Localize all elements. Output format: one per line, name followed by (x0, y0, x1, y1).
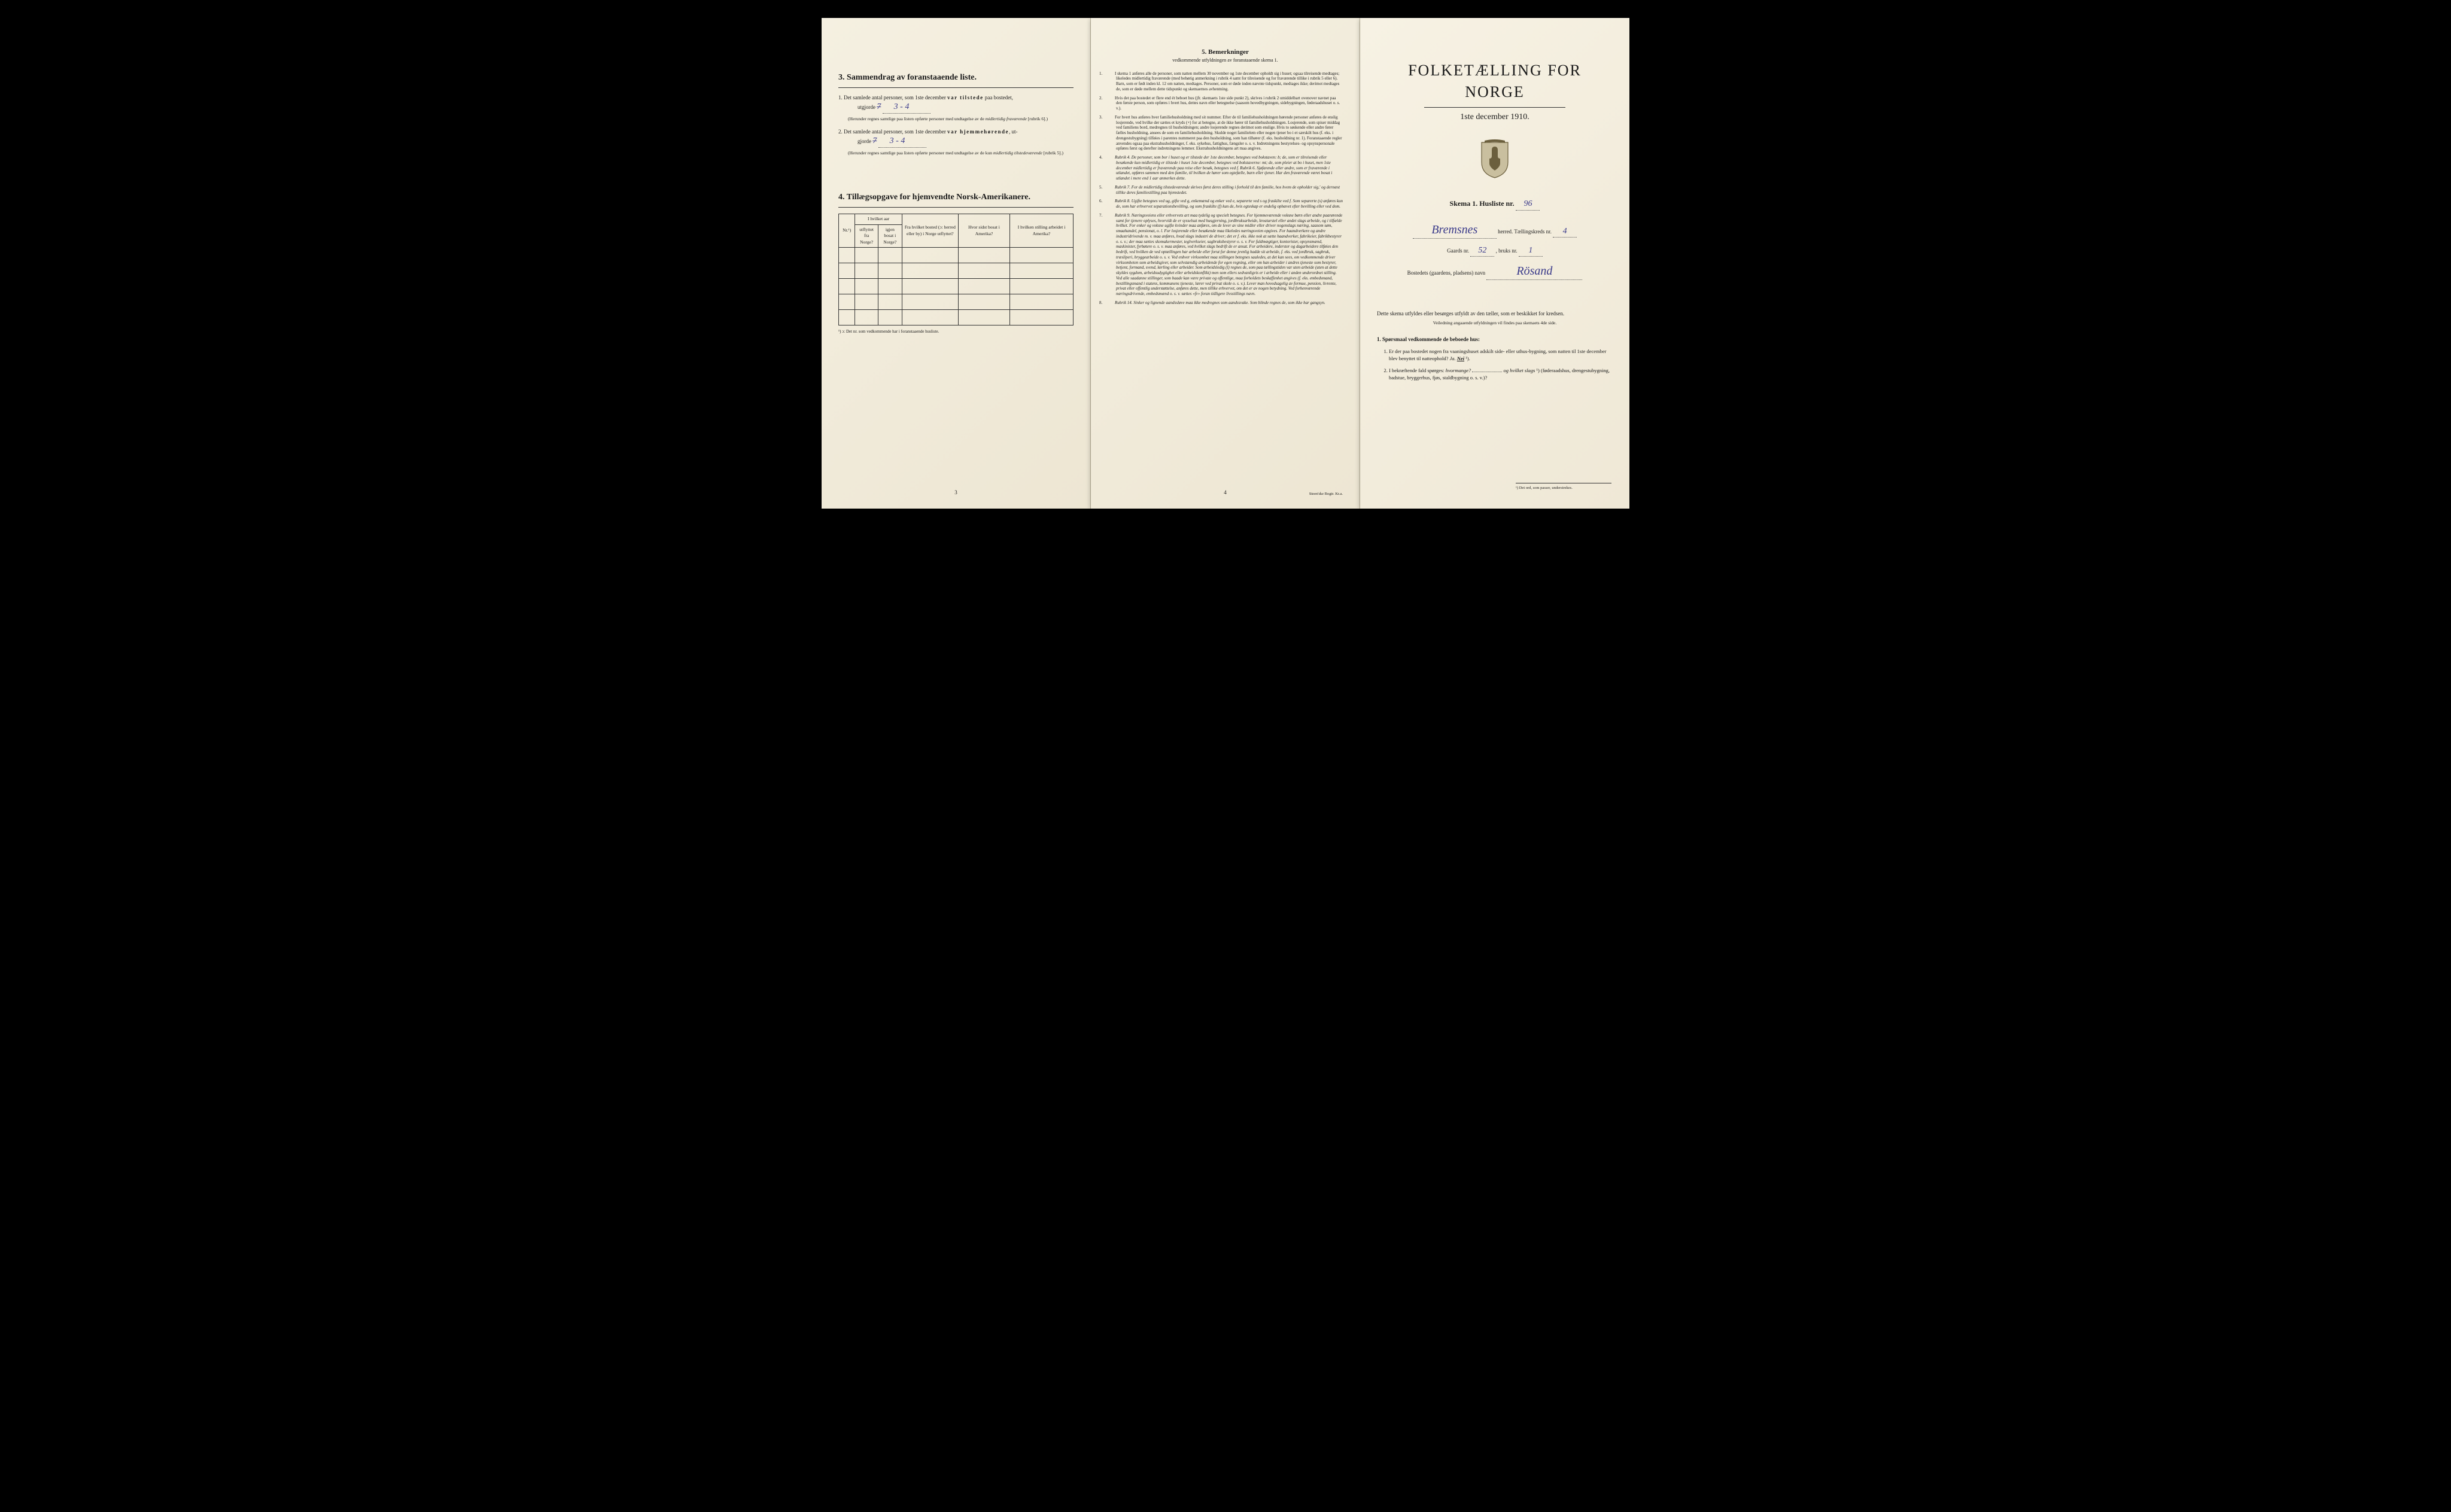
answer-nei: Nei (1457, 355, 1464, 361)
title-date: 1ste december 1910. (1377, 111, 1613, 123)
table-footnote: ¹) ɔ: Det nr. som vedkommende har i fora… (838, 329, 1074, 335)
item2-value-struck: 7 (872, 136, 877, 145)
section-3: 3. Sammendrag av foranstaaende liste. 1.… (838, 72, 1074, 156)
section-4-heading: 4. Tillægsopgave for hjemvendte Norsk-Am… (838, 191, 1074, 203)
three-page-spread: 3. Sammendrag av foranstaaende liste. 1.… (822, 18, 1629, 509)
table-row (839, 310, 1074, 325)
bemerk-4: 4.Rubrik 4. De personer, som bor i huset… (1108, 155, 1343, 181)
bemerk-5: 5.Rubrik 7. For de midlertidig tilstedev… (1108, 185, 1343, 196)
bosted-name: Rösand (1486, 263, 1582, 280)
bemerk-2: 2.Hvis det paa bostedet er flere end ét … (1108, 96, 1343, 111)
bemerk-6: 6.Rubrik 8. Ugifte betegnes ved ug, gift… (1108, 199, 1343, 209)
section-4: 4. Tillægsopgave for hjemvendte Norsk-Am… (838, 191, 1074, 334)
item-1: 1. Det samlede antal personer, som 1ste … (838, 94, 1074, 122)
coat-of-arms-icon (1377, 139, 1613, 181)
page-number: 4 (1224, 489, 1227, 497)
page-number: 3 (954, 489, 957, 497)
col-aar: I hvilket aar (855, 214, 902, 225)
bosted-line: Bostedets (gaardens, pladsens) navn Rösa… (1377, 263, 1613, 280)
question-list: Er der paa bostedet nogen fra vaaningshu… (1389, 348, 1613, 382)
divider (1424, 107, 1565, 108)
item1-note: (Herunder regnes samtlige paa listen opf… (857, 116, 1074, 122)
section-5-sub: vedkommende utfyldningen av foranstaaend… (1108, 57, 1343, 63)
bemerk-8: 8.Rubrik 14. Sinker og lignende aandsslø… (1108, 300, 1343, 306)
divider (838, 207, 1074, 208)
instruction-block: Dette skema utfyldes eller besørges utfy… (1377, 310, 1613, 381)
section-3-heading: 3. Sammendrag av foranstaaende liste. (838, 72, 1074, 84)
bemerk-1: 1.I skema 1 anføres alle de personer, so… (1108, 71, 1343, 92)
husliste-nr: 96 (1516, 198, 1540, 211)
title-main: FOLKETÆLLING FOR NORGE (1377, 60, 1613, 104)
table-row (839, 263, 1074, 279)
question-2: I bekræftende fald spørges: hvormange? o… (1389, 367, 1613, 382)
col-bosat: igjen bosat i Norge? (878, 224, 902, 248)
q-heading: 1. Spørsmaal vedkommende de beboede hus: (1377, 336, 1613, 343)
col-bosted: Fra hvilket bosted (ɔ: herred eller by) … (902, 214, 958, 248)
herred-line: Bremsnes herred. Tællingskreds nr. 4 (1377, 221, 1613, 239)
page-3: 3. Sammendrag av foranstaaende liste. 1.… (822, 18, 1091, 509)
gaards-line: Gaards nr. 52 , bruks nr. 1 (1377, 245, 1613, 257)
item1-value: 3 - 4 (883, 101, 930, 114)
col-stilling: I hvilken stilling arbeidet i Amerika? (1010, 214, 1074, 248)
divider (838, 87, 1074, 88)
page-4: 5. Bemerkninger vedkommende utfyldningen… (1091, 18, 1360, 509)
gaards-nr: 52 (1470, 245, 1494, 257)
col-amerika: Hvor sidst bosat i Amerika? (958, 214, 1009, 248)
table-row (839, 248, 1074, 263)
table-row (839, 279, 1074, 294)
col-utflyttet: utflyttet fra Norge? (855, 224, 878, 248)
item2-note: (Herunder regnes samtlige paa listen opf… (857, 150, 1074, 156)
bemerk-3: 3.For hvert hus anføres hver familiehush… (1108, 115, 1343, 151)
bruks-nr: 1 (1519, 245, 1543, 257)
kreds-nr: 4 (1553, 226, 1577, 238)
table-row (839, 294, 1074, 310)
question-1: Er der paa bostedet nogen fra vaaningshu… (1389, 348, 1613, 363)
bemerkninger-list: 1.I skema 1 anføres alle de personer, so… (1108, 71, 1343, 306)
title-page: FOLKETÆLLING FOR NORGE 1ste december 191… (1360, 18, 1629, 509)
amerikaner-table: Nr.¹) I hvilket aar Fra hvilket bosted (… (838, 214, 1074, 325)
item2-value: 3 - 4 (878, 135, 926, 148)
skema-line: Skema 1. Husliste nr. 96 (1377, 198, 1613, 211)
item-2: 2. Det samlede antal personer, som 1ste … (838, 128, 1074, 156)
footnote-1: ¹) Det ord, som passer, understrekes. (1516, 483, 1611, 491)
col-nr: Nr.¹) (839, 214, 855, 248)
section-5-heading: 5. Bemerkninger (1108, 48, 1343, 57)
item1-value-struck: 7 (877, 102, 881, 111)
bemerk-7: 7.Rubrik 9. Næringsveiens eller erhverve… (1108, 213, 1343, 297)
printer-mark: Steen'ske Bogtr. Kr.a. (1309, 491, 1343, 497)
herred-name: Bremsnes (1413, 221, 1497, 239)
